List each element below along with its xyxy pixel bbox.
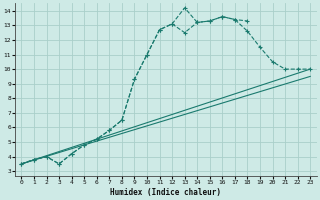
X-axis label: Humidex (Indice chaleur): Humidex (Indice chaleur): [110, 188, 221, 197]
